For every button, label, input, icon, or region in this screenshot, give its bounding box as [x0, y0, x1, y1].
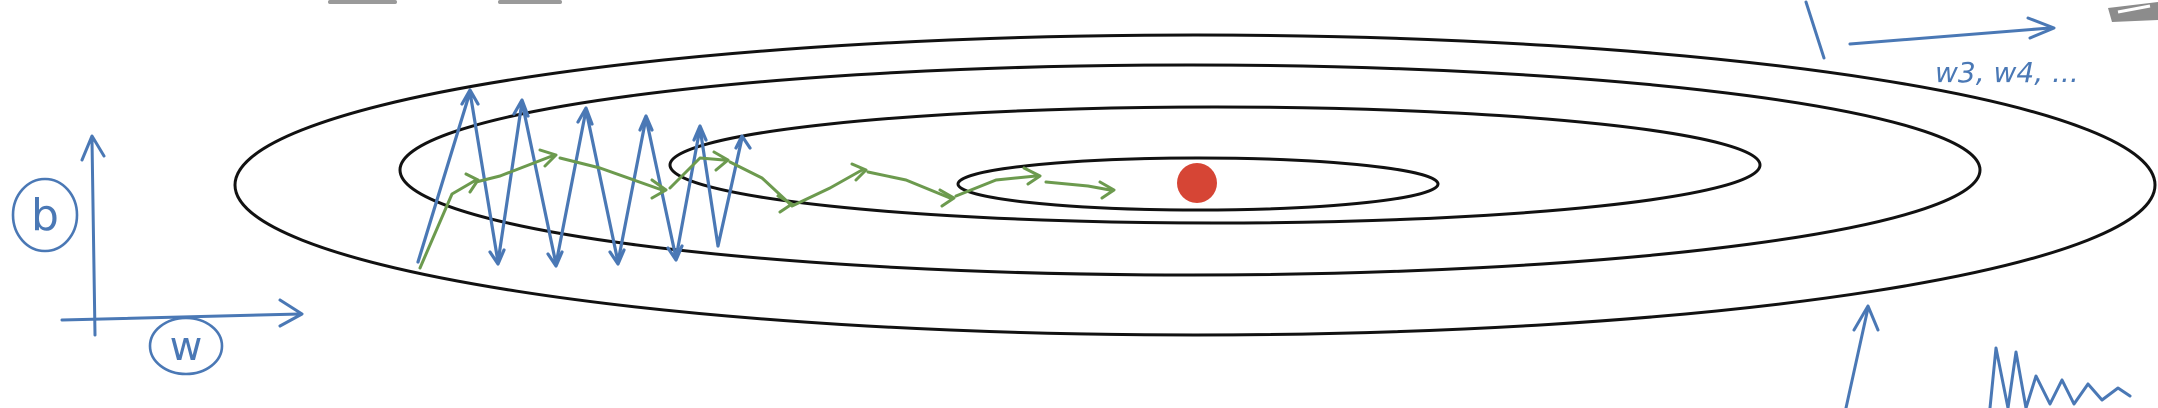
- top-right-sketch: [1804, 0, 2056, 60]
- eraser-icon: [2108, 2, 2158, 22]
- horizontal-axis-label: w: [170, 324, 203, 370]
- minimum-point: [1177, 163, 1217, 203]
- oscillating-path: [416, 88, 752, 268]
- contour-outer: [233, 33, 2157, 337]
- vertical-axis-label: b: [31, 190, 59, 241]
- parameter-axes: [11, 134, 304, 376]
- contour-lines: [233, 33, 2157, 337]
- contour-second: [398, 63, 1982, 277]
- smooth-path: [418, 148, 1116, 270]
- corner-note: w3, w4, ...: [1935, 56, 2079, 89]
- contour-inner: [956, 156, 1440, 212]
- lower-right-sketch: [1844, 304, 2132, 408]
- contour-third: [668, 105, 1762, 225]
